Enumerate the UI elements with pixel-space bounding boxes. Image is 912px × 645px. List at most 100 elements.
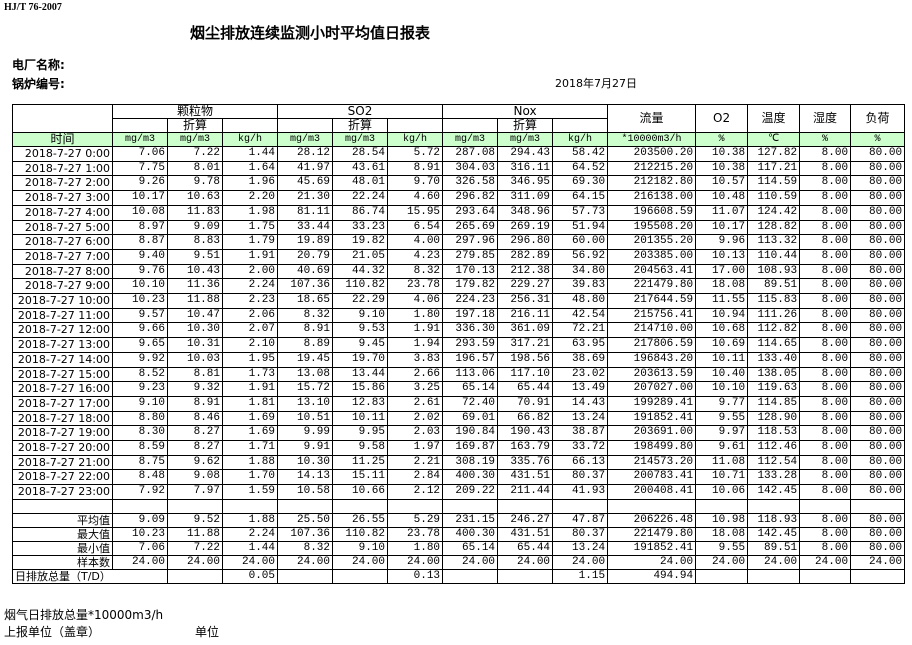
cell: 81.11 bbox=[277, 204, 333, 221]
cell: 15.86 bbox=[332, 381, 388, 397]
cell: 118.93 bbox=[747, 512, 801, 528]
cell: 296.80 bbox=[497, 234, 554, 250]
cell: 8.00 bbox=[799, 540, 852, 556]
cell: 117.21 bbox=[747, 160, 801, 177]
cell: 10.30 bbox=[277, 454, 333, 471]
cell: 10.23 bbox=[112, 293, 168, 309]
cell: 80.00 bbox=[850, 293, 906, 309]
cell: 8.00 bbox=[799, 351, 852, 368]
cell: 10.51 bbox=[277, 410, 333, 427]
cell: 203500.20 bbox=[607, 146, 697, 162]
table-row: 2018-7-27 9:00 10.10 11.36 2.24 107.36 110.82… bbox=[12, 278, 906, 295]
cell bbox=[277, 118, 333, 133]
cell: 26.55 bbox=[332, 512, 388, 528]
cell: 48.01 bbox=[332, 175, 388, 192]
cell: 10.38 bbox=[695, 160, 749, 177]
cell: 211.44 bbox=[497, 484, 554, 500]
cell: 9.66 bbox=[112, 322, 168, 339]
cell bbox=[332, 498, 388, 514]
cell: 400.30 bbox=[442, 469, 499, 486]
cell: 10.48 bbox=[695, 190, 749, 206]
cell: 203691.00 bbox=[607, 425, 697, 442]
cell: 24.00 bbox=[497, 554, 554, 570]
cell: 8.89 bbox=[277, 337, 333, 353]
cell: 1.44 bbox=[222, 146, 278, 162]
cell: 2018-7-27 1:00 bbox=[12, 160, 113, 177]
cell: 48.80 bbox=[552, 293, 609, 309]
cell: 10.94 bbox=[695, 307, 749, 324]
cell: 9.57 bbox=[112, 307, 168, 324]
cell: 119.63 bbox=[747, 381, 801, 397]
cell: 9.08 bbox=[167, 469, 223, 486]
cell: 9.70 bbox=[386, 175, 444, 192]
cell: 198.56 bbox=[497, 351, 554, 368]
cell bbox=[386, 498, 444, 514]
cell: 3.83 bbox=[386, 351, 444, 368]
cell: 1.69 bbox=[222, 425, 278, 442]
cell: 8.97 bbox=[112, 219, 168, 236]
cell: 279.85 bbox=[442, 248, 499, 265]
cell: 2.07 bbox=[222, 322, 278, 339]
cell: 133.40 bbox=[747, 351, 801, 368]
cell: 2018-7-27 8:00 bbox=[12, 263, 113, 280]
cell: 6.54 bbox=[386, 219, 444, 236]
cell: 256.31 bbox=[497, 293, 554, 309]
cell: 8.01 bbox=[167, 160, 223, 177]
cell: 297.96 bbox=[442, 234, 499, 250]
cell: 2.21 bbox=[386, 454, 444, 471]
cell: 23.78 bbox=[386, 278, 444, 295]
cell: 265.69 bbox=[442, 219, 499, 236]
cell bbox=[222, 498, 278, 514]
cell: 44.32 bbox=[332, 263, 388, 280]
cell: 2.61 bbox=[386, 395, 444, 412]
table-row: 最小值 7.06 7.22 1.44 8.32 9.10 1.80 65.14 65.44 13.… bbox=[12, 540, 906, 556]
cell: 4.23 bbox=[386, 248, 444, 265]
cell: 11.88 bbox=[167, 293, 223, 309]
cell: 9.10 bbox=[332, 540, 388, 556]
cell: 494.94 bbox=[607, 568, 697, 584]
cell: 361.09 bbox=[497, 322, 554, 339]
table-row: 2018-7-27 20:00 8.59 8.27 1.71 9.91 9.58 1.97 1… bbox=[12, 440, 906, 456]
cell: 348.96 bbox=[497, 204, 554, 221]
cell: 10.03 bbox=[167, 351, 223, 368]
cell: 212182.80 bbox=[607, 175, 697, 192]
cell: 8.00 bbox=[799, 234, 852, 250]
cell: 207027.00 bbox=[607, 381, 697, 397]
cell: 110.44 bbox=[747, 248, 801, 265]
cell: 69.01 bbox=[442, 410, 499, 427]
unit-label: 单位 bbox=[195, 625, 220, 639]
cell: 4.60 bbox=[386, 190, 444, 206]
cell: 10.58 bbox=[277, 484, 333, 500]
cell bbox=[167, 498, 223, 514]
cell bbox=[386, 118, 444, 133]
cell bbox=[497, 568, 554, 584]
cell: % bbox=[695, 132, 749, 147]
cell: 41.93 bbox=[552, 484, 609, 500]
cell: 80.00 bbox=[850, 351, 906, 368]
cell: 24.00 bbox=[695, 554, 749, 570]
cell: 10.13 bbox=[695, 248, 749, 265]
cell: 8.00 bbox=[799, 381, 852, 397]
cell bbox=[442, 568, 499, 584]
cell: 23.02 bbox=[552, 366, 609, 383]
cell: 13.49 bbox=[552, 381, 609, 397]
cell: 2018-7-27 2:00 bbox=[12, 175, 113, 192]
cell: 4.00 bbox=[386, 234, 444, 250]
cell: 190.84 bbox=[442, 425, 499, 442]
cell bbox=[607, 498, 697, 514]
cell: 142.45 bbox=[747, 484, 801, 500]
cell bbox=[850, 498, 906, 514]
cell: 19.82 bbox=[332, 234, 388, 250]
cell: 8.32 bbox=[277, 307, 333, 324]
cell: 24.00 bbox=[332, 554, 388, 570]
cell: 80.00 bbox=[850, 307, 906, 324]
cell: 0.05 bbox=[222, 568, 278, 584]
cell: 9.09 bbox=[112, 512, 168, 528]
cell: 18.08 bbox=[695, 278, 749, 295]
cell: 19.70 bbox=[332, 351, 388, 368]
table-row: 2018-7-27 5:00 8.97 9.09 1.75 33.44 33.23 6.54… bbox=[12, 219, 906, 236]
table-row: 2018-7-27 1:00 7.75 8.01 1.64 41.97 43.61 8.91… bbox=[12, 160, 906, 177]
cell: 346.95 bbox=[497, 175, 554, 192]
cell: 日排放总量（T/D） bbox=[12, 568, 168, 584]
cell: 115.83 bbox=[747, 293, 801, 309]
